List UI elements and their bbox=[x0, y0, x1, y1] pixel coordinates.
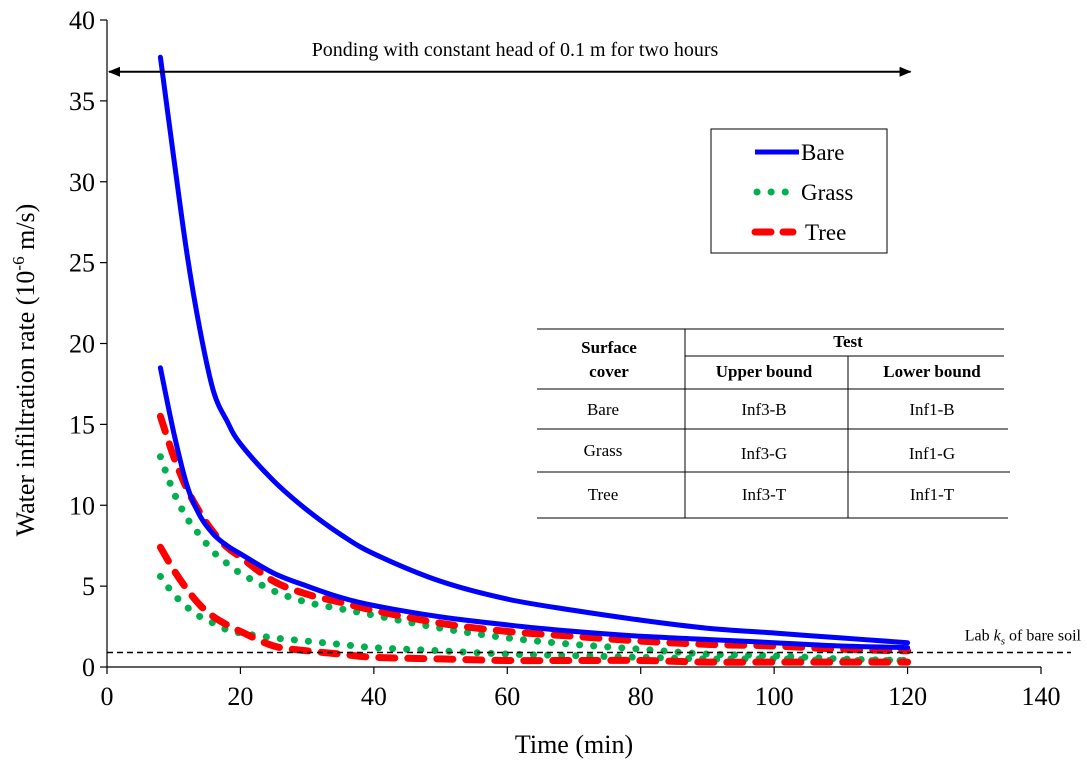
lab-ks-label: Lab ks of bare soil bbox=[965, 627, 1082, 647]
series-line-grass-lower bbox=[156, 572, 912, 665]
table-cell-cover: Tree bbox=[588, 485, 619, 504]
legend-box bbox=[710, 128, 888, 254]
table-cell-lower: Inf1-B bbox=[909, 400, 954, 419]
series-line-bare-lower bbox=[157, 365, 911, 651]
test-table: Surface cover Test Upper bound Lower bou… bbox=[537, 328, 1011, 519]
y-tick-label: 0 bbox=[82, 653, 95, 682]
series-group bbox=[156, 54, 912, 666]
lab-ks-prefix: Lab bbox=[965, 627, 994, 644]
x-tick-label: 120 bbox=[888, 682, 927, 711]
y-axis-title-end: m/s) bbox=[11, 204, 40, 257]
x-tick-label: 100 bbox=[755, 682, 794, 711]
y-tick-label: 30 bbox=[69, 168, 95, 197]
legend-label-tree: Tree bbox=[805, 220, 846, 245]
ponding-annotation: Ponding with constant head of 0.1 m for … bbox=[312, 39, 719, 61]
legend: Bare Grass Tree bbox=[710, 128, 888, 254]
y-tick-label: 35 bbox=[69, 87, 95, 116]
lab-ks-k: k bbox=[994, 627, 1002, 644]
y-tick-label: 40 bbox=[69, 6, 95, 35]
table-cell-upper: Inf3-G bbox=[741, 444, 787, 463]
y-axis-ticks: 0 5 10 15 20 25 30 35 40 bbox=[69, 6, 107, 682]
table-cell-cover: Bare bbox=[587, 400, 619, 419]
y-axis-title-sup: -6 bbox=[9, 256, 28, 270]
series-line-tree-lower bbox=[156, 543, 912, 666]
table-cell-upper: Inf3-T bbox=[742, 485, 787, 504]
x-tick-label: 40 bbox=[361, 682, 387, 711]
legend-label-bare: Bare bbox=[801, 140, 844, 165]
y-tick-label: 15 bbox=[69, 410, 95, 439]
y-tick-label: 5 bbox=[82, 572, 95, 601]
table-cell-cover: Grass bbox=[584, 441, 623, 460]
y-axis-title: Water infiltration rate (10-6 m/s) bbox=[9, 204, 40, 537]
table-header-test: Test bbox=[833, 332, 863, 351]
table-header-lower: Lower bound bbox=[883, 362, 981, 381]
x-axis-title: Time (min) bbox=[515, 730, 633, 759]
legend-label-grass: Grass bbox=[801, 180, 853, 205]
lab-ks-suffix: of bare soil bbox=[1005, 627, 1082, 644]
x-tick-label: 20 bbox=[227, 682, 253, 711]
table-header-cover: cover bbox=[589, 362, 629, 381]
table-header-surface: Surface bbox=[581, 338, 637, 357]
x-tick-label: 80 bbox=[628, 682, 654, 711]
x-tick-label: 140 bbox=[1022, 682, 1061, 711]
series-line-bare-upper bbox=[157, 54, 911, 646]
table-cell-lower: Inf1-G bbox=[909, 444, 955, 463]
table-cell-lower: Inf1-T bbox=[910, 485, 955, 504]
x-tick-label: 60 bbox=[494, 682, 520, 711]
y-tick-label: 10 bbox=[69, 491, 95, 520]
y-tick-label: 25 bbox=[69, 249, 95, 278]
y-tick-label: 20 bbox=[69, 330, 95, 359]
table-cell-upper: Inf3-B bbox=[741, 400, 786, 419]
y-axis-title-main: Water infiltration rate (10 bbox=[11, 271, 40, 537]
lab-ks-sub: s bbox=[1001, 635, 1005, 647]
x-axis-ticks: 0 20 40 60 80 100 120 140 bbox=[101, 667, 1061, 711]
table-header-upper: Upper bound bbox=[716, 362, 813, 381]
x-tick-label: 0 bbox=[101, 682, 114, 711]
